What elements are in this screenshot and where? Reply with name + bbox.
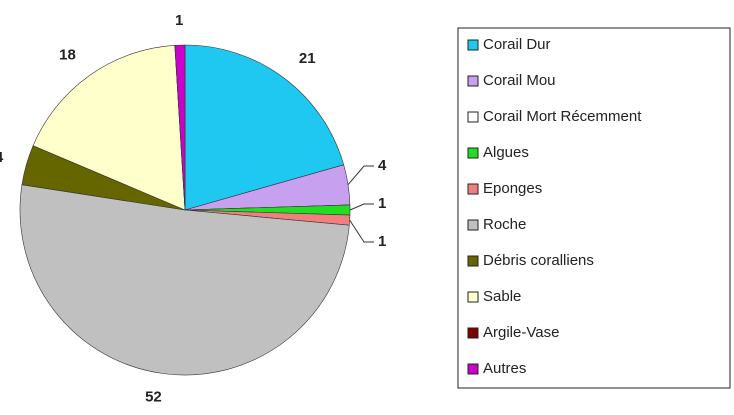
legend-label: Sable (483, 288, 521, 305)
legend-label: Autres (483, 360, 526, 377)
legend-swatch (467, 183, 479, 195)
legend-label: Corail Dur (483, 36, 551, 53)
legend-swatch (467, 219, 479, 231)
data-label: 21 (299, 50, 316, 67)
pie-slice (19, 184, 350, 376)
pie-slice (174, 44, 186, 211)
legend-label: Argile-Vase (483, 324, 559, 341)
legend-swatch (467, 255, 479, 267)
pie-slice (32, 44, 186, 211)
legend-swatch (467, 147, 479, 159)
legend-swatch (467, 39, 479, 51)
data-label: 4 (378, 157, 387, 174)
pie-slice (184, 44, 345, 211)
leader-line (349, 219, 374, 243)
legend-swatch (467, 327, 479, 339)
legend-swatch (467, 111, 479, 123)
legend-box (457, 27, 731, 389)
data-label: 18 (59, 47, 76, 64)
legend-label: Eponges (483, 180, 542, 197)
legend-swatch (467, 75, 479, 87)
leader-line (349, 203, 374, 211)
data-label: 1 (378, 233, 386, 250)
legend-swatch (467, 291, 479, 303)
legend-label: Roche (483, 216, 526, 233)
legend-label: Algues (483, 144, 529, 161)
legend-label: Débris coralliens (483, 252, 594, 269)
legend-label: Corail Mort Récemment (483, 108, 642, 125)
legend-swatch (467, 363, 479, 375)
data-label: 52 (145, 389, 162, 406)
data-label: 1 (175, 12, 183, 29)
legend-label: Corail Mou (483, 72, 556, 89)
data-label: 1 (378, 195, 386, 212)
data-label: 4 (0, 149, 4, 166)
leader-line (347, 165, 374, 186)
